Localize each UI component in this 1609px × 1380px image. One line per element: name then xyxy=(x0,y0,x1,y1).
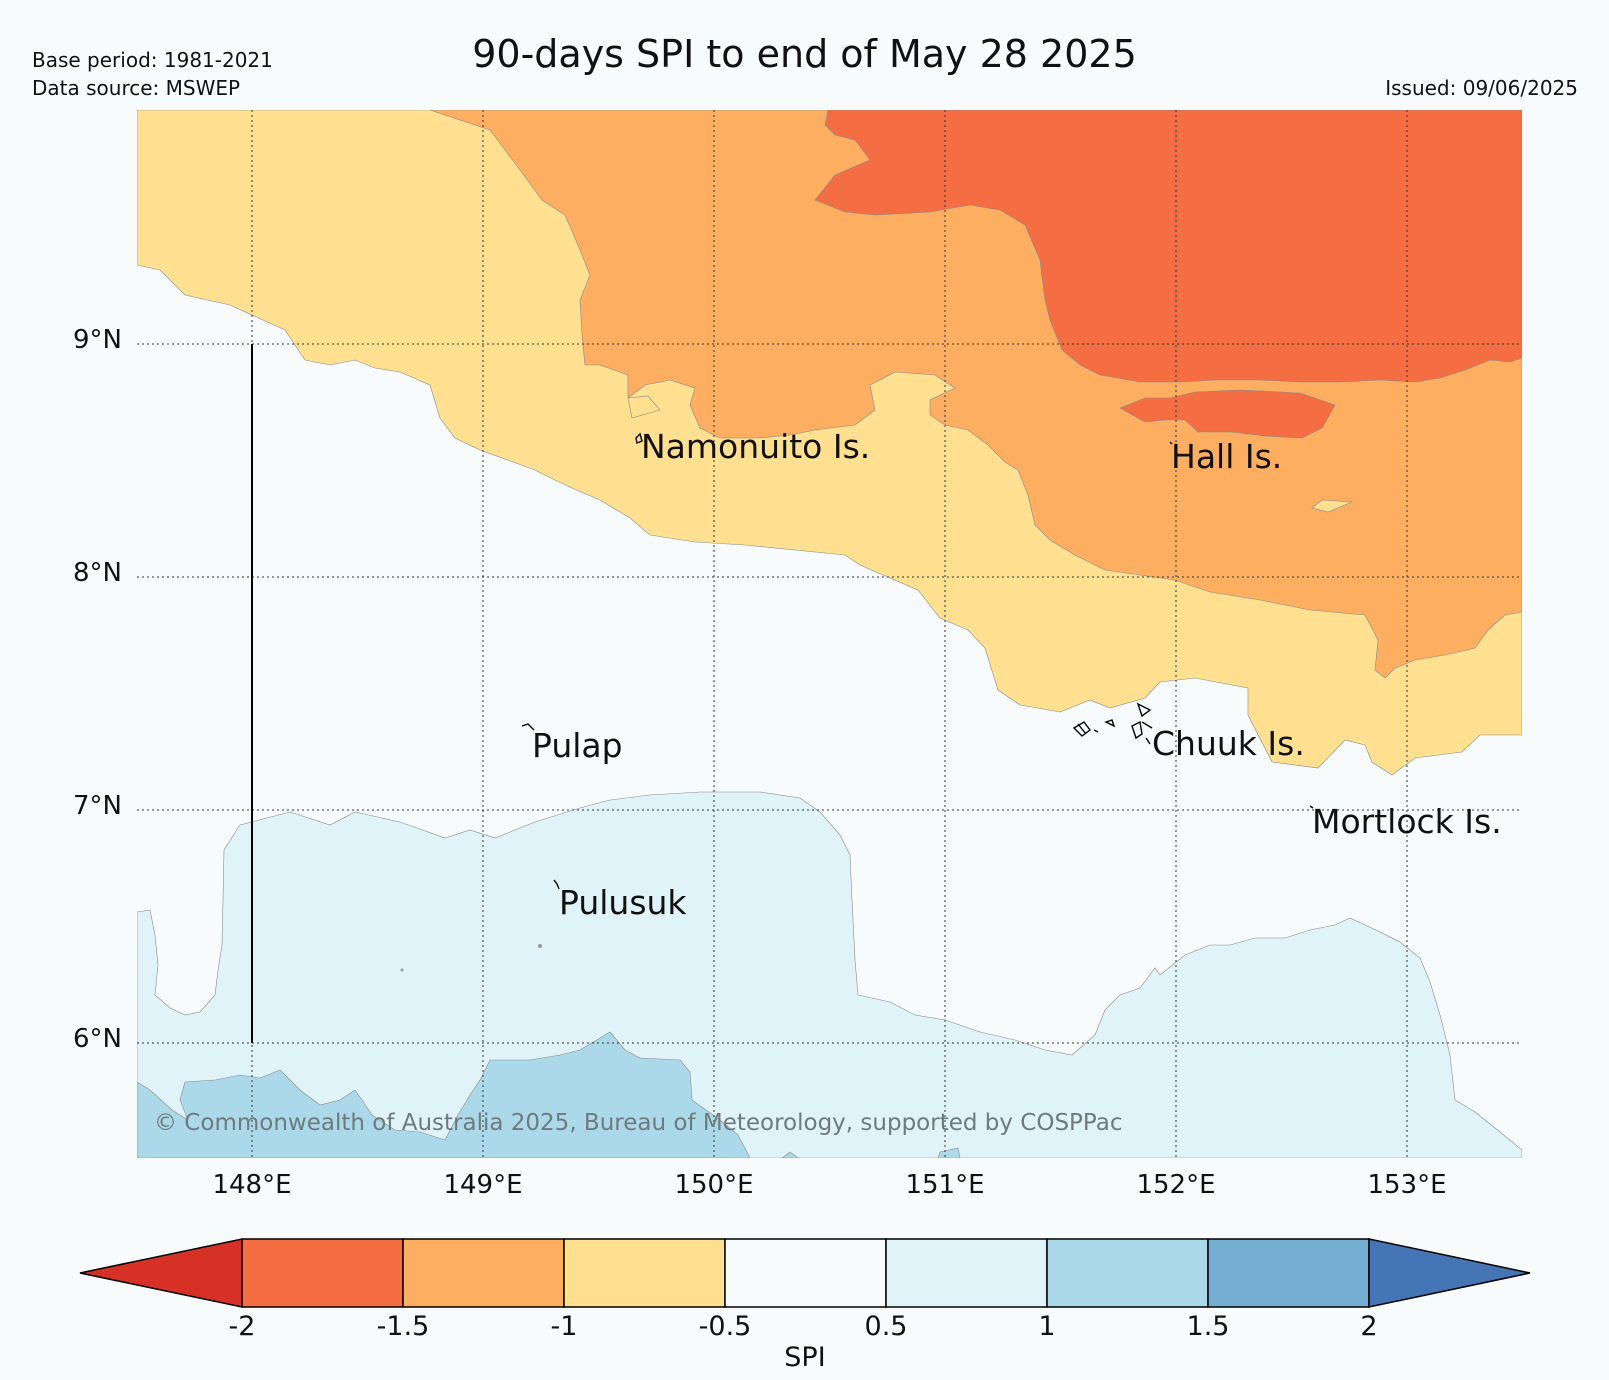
issued-date-text: Issued: 09/06/2025 xyxy=(1385,76,1578,100)
colorbar-segment xyxy=(241,1238,404,1308)
chuuk-island-shape xyxy=(1145,737,1151,745)
colorbar-extend-low xyxy=(79,1238,243,1308)
chuuk-island-shape xyxy=(1136,702,1152,718)
spi-band-minus2-to-minus15 xyxy=(814,110,1522,383)
data-source-text: Data source: MSWEP xyxy=(32,76,241,100)
lat-label: 6°N xyxy=(73,1024,122,1054)
lon-label: 151°E xyxy=(905,1170,985,1200)
colorbar-tick-label: -1 xyxy=(550,1311,578,1342)
colorbar-tick-label: 1.5 xyxy=(1186,1311,1230,1342)
lat-label: 7°N xyxy=(73,791,122,821)
namonuito-island-shape xyxy=(635,432,643,444)
colorbar xyxy=(79,1238,1531,1308)
colorbar-tick-label: -1.5 xyxy=(376,1311,430,1342)
map-gridlines xyxy=(137,110,1522,1158)
hall-island-shape xyxy=(1169,441,1173,445)
colorbar-segment xyxy=(1207,1238,1370,1308)
colorbar-tick-label: 2 xyxy=(1360,1311,1378,1342)
lon-label: 152°E xyxy=(1136,1170,1216,1200)
chuuk-island-shape xyxy=(1104,719,1116,728)
spi-small-patch xyxy=(781,1151,799,1158)
place-label-chuuk: Chuuk Is. xyxy=(1152,724,1305,763)
colorbar-extend-high xyxy=(1368,1238,1531,1308)
base-period-text: Base period: 1981-2021 xyxy=(32,48,273,72)
lon-label: 150°E xyxy=(674,1170,754,1200)
colorbar-segment xyxy=(402,1238,565,1308)
map-title: 90-days SPI to end of May 28 2025 xyxy=(472,32,1137,76)
lon-label: 148°E xyxy=(212,1170,292,1200)
colorbar-tick-label: -2 xyxy=(228,1311,256,1342)
lat-label: 9°N xyxy=(73,325,122,355)
spi-small-patch xyxy=(1311,499,1353,513)
pulusuk-island-shape xyxy=(553,879,560,890)
colorbar-segment xyxy=(1046,1238,1209,1308)
colorbar-title: SPI xyxy=(784,1342,826,1373)
colorbar-tick-label: 1 xyxy=(1038,1311,1056,1342)
place-label-hall: Hall Is. xyxy=(1171,437,1283,476)
chuuk-island-shape xyxy=(1077,723,1087,735)
pulap-island-shape xyxy=(521,723,535,731)
spi-fill-layer xyxy=(137,110,1522,1158)
island-outlines xyxy=(521,432,1314,890)
chuuk-island-shape xyxy=(1072,721,1091,737)
colorbar-tick-label: 0.5 xyxy=(864,1311,908,1342)
colorbar-tick-label: -0.5 xyxy=(698,1311,752,1342)
chuuk-island-shape xyxy=(1093,729,1099,733)
lon-label: 153°E xyxy=(1367,1170,1447,1200)
chuuk-island-shape xyxy=(1131,720,1143,740)
spi-small-patch xyxy=(937,1147,961,1158)
tiny-islets xyxy=(400,944,542,972)
spi-band-1-to-15 xyxy=(137,1031,751,1158)
place-label-pulap: Pulap xyxy=(532,726,623,765)
chuuk-island-shape xyxy=(1141,721,1153,729)
colorbar-segment xyxy=(563,1238,726,1308)
mortlock-island-shape xyxy=(1309,805,1314,809)
spi-small-patch xyxy=(627,395,661,419)
place-label-pulusuk: Pulusuk xyxy=(559,883,687,922)
spi-band-minus2-to-minus15-blob xyxy=(1119,389,1336,439)
lon-label: 149°E xyxy=(443,1170,523,1200)
colorbar-segment xyxy=(885,1238,1048,1308)
place-label-mortlock: Mortlock Is. xyxy=(1312,802,1502,841)
lat-label: 8°N xyxy=(73,558,122,588)
colorbar-segment xyxy=(724,1238,887,1308)
copyright-text: © Commonwealth of Australia 2025, Bureau… xyxy=(154,1110,1123,1136)
place-label-namonuito: Namonuito Is. xyxy=(641,427,871,466)
